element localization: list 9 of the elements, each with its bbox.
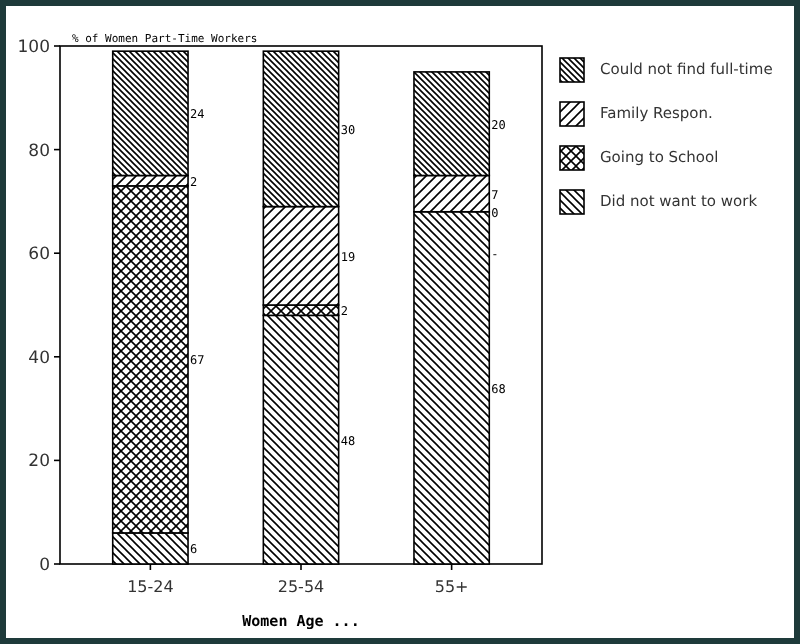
y-tick-label: 100	[17, 38, 50, 58]
x-tick-label: 15-24	[127, 578, 174, 596]
y-tick-label: 20	[28, 452, 50, 473]
y-tick-label: 60	[28, 245, 50, 266]
y-tick-label: 40	[28, 348, 50, 369]
x-tick-label: 55+	[434, 578, 469, 596]
y-tick-label: 0	[39, 556, 50, 576]
y-tick-label: 80	[28, 141, 50, 162]
x-tick-label: 25-54	[277, 578, 325, 596]
